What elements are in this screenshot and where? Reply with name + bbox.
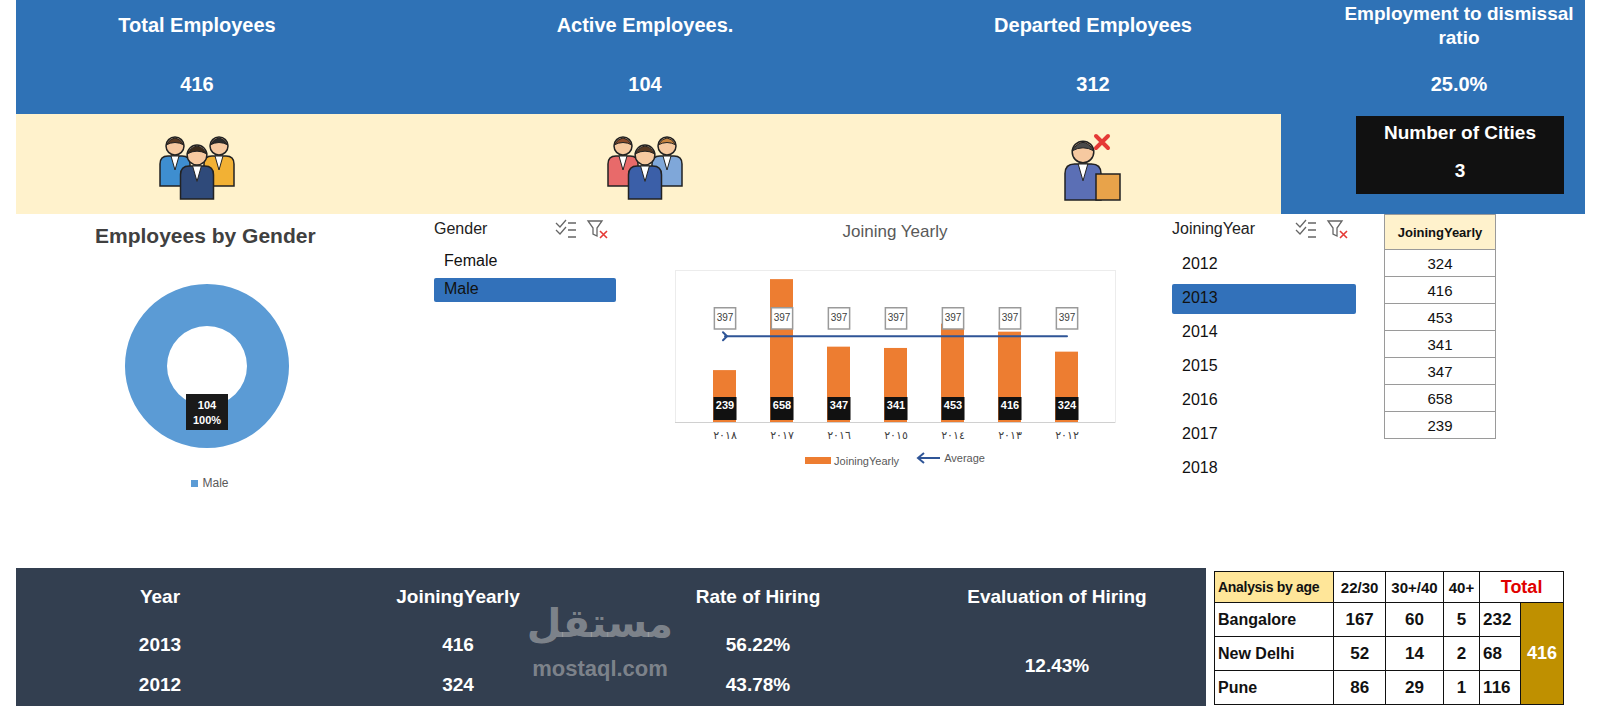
svg-text:397: 397 <box>1059 312 1076 323</box>
html-text:Female: Female <box>444 252 498 269</box>
html-text:Male: Male <box>202 476 229 490</box>
html-text:12.43%: 12.43% <box>1024 655 1090 676</box>
html-text:JoiningYearly: JoiningYearly <box>834 454 900 467</box>
html-text:52: 52 <box>1350 643 1370 663</box>
html-text:658: 658 <box>1427 389 1453 407</box>
html-text:2016: 2016 <box>1182 391 1218 408</box>
html-text:Year: Year <box>139 586 181 607</box>
html-text:2012: 2012 <box>138 674 182 695</box>
html-text:Employment to dismissal ratio: Employment to dismissal ratio <box>1344 3 1574 48</box>
html-text:14: 14 <box>1405 643 1424 663</box>
svg-text:٢٠١٥: ٢٠١٥ <box>884 429 908 441</box>
html-text:104: 104 <box>628 73 662 95</box>
html-text:56.22%: 56.22% <box>725 634 791 655</box>
html-text:239: 239 <box>1427 416 1453 434</box>
svg-text:324: 324 <box>1058 399 1077 411</box>
html-text:Employees by Gender: Employees by Gender <box>95 224 316 247</box>
svg-text:100%: 100% <box>193 414 221 426</box>
html-text:68: 68 <box>1483 643 1502 663</box>
html-text:Joining Yearly: Joining Yearly <box>842 222 948 241</box>
html-text:Average: Average <box>944 452 985 464</box>
html-text:22/30: 22/30 <box>1340 578 1379 596</box>
html-text:416: 416 <box>180 73 214 95</box>
html-text:2015: 2015 <box>1182 357 1218 374</box>
html-text:Bangalore: Bangalore <box>1218 610 1297 628</box>
html-text:2013: 2013 <box>1182 289 1218 306</box>
html-text:Rate of Hiring: Rate of Hiring <box>695 586 821 607</box>
html-text:232: 232 <box>1483 609 1512 629</box>
svg-text:397: 397 <box>945 312 962 323</box>
html-text:2012: 2012 <box>1182 255 1218 272</box>
html-text:Total Employees: Total Employees <box>118 14 276 36</box>
html-text:2018: 2018 <box>1182 459 1218 476</box>
html-text:416: 416 <box>1427 281 1453 299</box>
svg-text:239: 239 <box>716 399 734 411</box>
html-text:1: 1 <box>1456 677 1467 697</box>
html-text:167: 167 <box>1345 609 1374 629</box>
svg-text:397: 397 <box>1002 312 1019 323</box>
svg-text:٢٠١٨: ٢٠١٨ <box>713 429 737 441</box>
svg-text:341: 341 <box>887 399 905 411</box>
html-text:347: 347 <box>1427 362 1453 380</box>
html-text:Evaluation of Hiring: Evaluation of Hiring <box>967 586 1147 607</box>
svg-text:٢٠١٦: ٢٠١٦ <box>827 429 851 441</box>
html-text:Pune: Pune <box>1218 678 1258 696</box>
svg-text:397: 397 <box>717 312 734 323</box>
svg-text:453: 453 <box>944 399 962 411</box>
html-text:86: 86 <box>1350 677 1370 697</box>
html-text:مستقل: مستقل <box>526 600 674 646</box>
html-text:5: 5 <box>1456 609 1467 629</box>
html-text:416: 416 <box>1527 643 1558 663</box>
svg-text:٢٠١٧: ٢٠١٧ <box>770 429 794 441</box>
svg-text:٢٠١٢: ٢٠١٢ <box>1055 429 1079 441</box>
html-text:43.78%: 43.78% <box>725 674 791 695</box>
html-text:Gender: Gender <box>434 220 488 237</box>
html-text:JoiningYearly: JoiningYearly <box>396 586 520 607</box>
html-text:2017: 2017 <box>1182 425 1218 442</box>
html-text:Total: Total <box>1500 576 1543 597</box>
svg-text:397: 397 <box>888 312 905 323</box>
html-text:40+: 40+ <box>1448 578 1475 596</box>
html-text:312: 312 <box>1076 73 1110 95</box>
html-text:116: 116 <box>1483 677 1511 697</box>
html-text:453: 453 <box>1427 308 1453 326</box>
svg-text:104: 104 <box>198 399 217 411</box>
html-text:324: 324 <box>1427 254 1453 272</box>
html-text:324: 324 <box>442 674 474 695</box>
svg-text:٢٠١٣: ٢٠١٣ <box>998 429 1022 441</box>
html-text:Number of Cities: Number of Cities <box>1384 122 1536 143</box>
html-text:416: 416 <box>442 634 474 655</box>
html-text:JoiningYearly: JoiningYearly <box>1397 224 1483 240</box>
html-text:341: 341 <box>1427 335 1453 353</box>
html-text:2: 2 <box>1456 643 1467 663</box>
html-text:2014: 2014 <box>1182 323 1218 340</box>
html-text:Male: Male <box>444 280 479 297</box>
svg-text:347: 347 <box>830 399 848 411</box>
html-text:mostaql.com: mostaql.com <box>532 656 668 681</box>
html-text:60: 60 <box>1405 609 1424 629</box>
html-text:JoiningYear: JoiningYear <box>1172 220 1255 237</box>
html-text:Active Employees.: Active Employees. <box>556 14 734 36</box>
html-text:Departed Employees: Departed Employees <box>994 14 1192 36</box>
svg-text:397: 397 <box>831 312 848 323</box>
html-text:2013: 2013 <box>138 634 182 655</box>
svg-text:397: 397 <box>774 312 791 323</box>
svg-text:٢٠١٤: ٢٠١٤ <box>941 429 965 441</box>
html-text:25.0%: 25.0% <box>1430 73 1488 95</box>
html-text:30+/40: 30+/40 <box>1391 578 1438 596</box>
svg-text:658: 658 <box>773 399 791 411</box>
svg-text:416: 416 <box>1001 399 1019 411</box>
html-text:29: 29 <box>1405 677 1424 697</box>
html-text:Analysis by age: Analysis by age <box>1218 579 1320 595</box>
html-text:New Delhi: New Delhi <box>1218 644 1295 662</box>
html-text:3: 3 <box>1454 160 1466 181</box>
